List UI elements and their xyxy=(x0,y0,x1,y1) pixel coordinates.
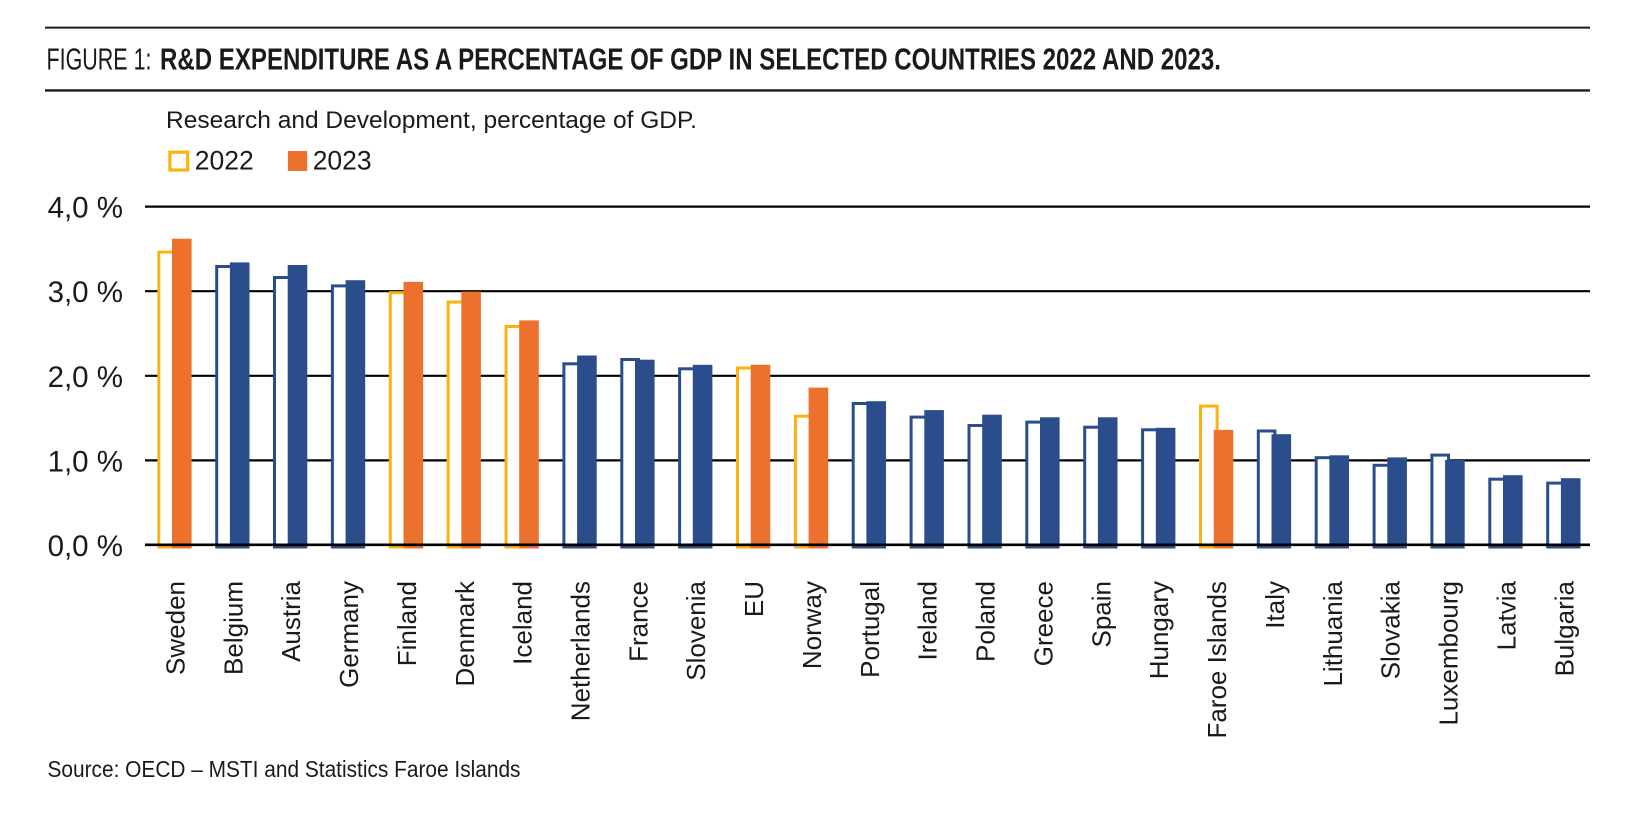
svg-text:France: France xyxy=(623,581,653,662)
svg-text:Germany: Germany xyxy=(334,581,364,688)
svg-text:1,0 %: 1,0 % xyxy=(48,445,123,478)
svg-text:Latvia: Latvia xyxy=(1491,580,1521,650)
svg-text:Lithuania: Lithuania xyxy=(1318,580,1348,686)
svg-text:3,0 %: 3,0 % xyxy=(48,276,123,309)
svg-text:Iceland: Iceland xyxy=(508,581,538,665)
svg-text:EU: EU xyxy=(739,581,769,617)
svg-text:Denmark: Denmark xyxy=(450,580,480,686)
svg-text:Portugal: Portugal xyxy=(855,581,885,678)
svg-text:Norway: Norway xyxy=(797,581,827,669)
svg-text:Sweden: Sweden xyxy=(160,581,190,675)
svg-text:Slovakia: Slovakia xyxy=(1376,580,1406,679)
svg-text:2022: 2022 xyxy=(195,145,254,175)
svg-text:Slovenia: Slovenia xyxy=(681,580,711,680)
svg-text:2,0 %: 2,0 % xyxy=(48,361,123,394)
svg-text:Finland: Finland xyxy=(392,581,422,666)
svg-text:0,0 %: 0,0 % xyxy=(48,530,123,563)
svg-text:2023: 2023 xyxy=(313,145,372,175)
svg-text:Austria: Austria xyxy=(276,580,306,661)
svg-text:Source: OECD – MSTI and Statis: Source: OECD – MSTI and Statistics Faroe… xyxy=(48,756,521,782)
svg-text:Ireland: Ireland xyxy=(913,581,943,661)
svg-text:Poland: Poland xyxy=(971,581,1001,662)
svg-text:Spain: Spain xyxy=(1086,581,1116,648)
svg-text:R&D EXPENDITURE AS A PERCENTAG: R&D EXPENDITURE AS A PERCENTAGE OF GDP I… xyxy=(160,42,1221,76)
svg-text:Luxembourg: Luxembourg xyxy=(1434,581,1464,726)
svg-text:4,0 %: 4,0 % xyxy=(48,192,123,225)
svg-text:Faroe Islands: Faroe Islands xyxy=(1202,581,1232,739)
svg-text:Italy: Italy xyxy=(1260,581,1290,629)
svg-text:Research and Development, perc: Research and Development, percentage of … xyxy=(166,107,697,134)
svg-text:Netherlands: Netherlands xyxy=(566,581,596,721)
svg-text:FIGURE 1:: FIGURE 1: xyxy=(47,42,152,76)
svg-text:Greece: Greece xyxy=(1028,581,1058,666)
svg-text:Belgium: Belgium xyxy=(218,581,248,675)
svg-text:Hungary: Hungary xyxy=(1144,581,1174,679)
svg-text:Bulgaria: Bulgaria xyxy=(1549,580,1579,676)
